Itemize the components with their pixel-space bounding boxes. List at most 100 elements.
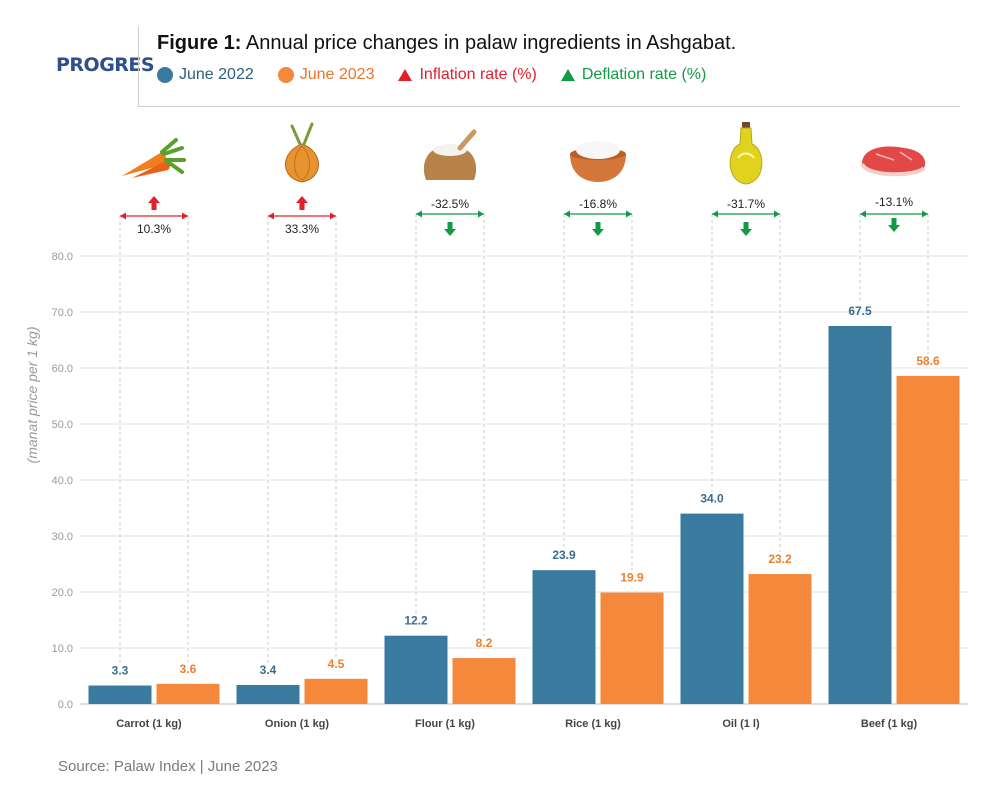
beef-icon [860, 146, 926, 177]
rate-label: -13.1% [875, 195, 913, 209]
down-arrow-icon [444, 222, 456, 236]
legend-label: June 2022 [179, 66, 254, 83]
value-label-june-2023: 23.2 [768, 552, 792, 566]
source-note: Source: Palaw Index | June 2023 [58, 758, 278, 775]
bar-june-2022 [236, 684, 300, 704]
category-label: Rice (1 kg) [565, 718, 621, 730]
rice-bowl-icon [570, 141, 626, 182]
legend-label: Inflation rate (%) [419, 66, 537, 83]
bracket-arrowhead [182, 212, 188, 220]
value-label-june-2023: 19.9 [620, 571, 644, 585]
header-divider [138, 106, 960, 107]
rate-label: 10.3% [137, 222, 171, 236]
y-tick-label: 70.0 [52, 307, 73, 319]
rice [576, 141, 620, 159]
value-label-june-2023: 4.5 [328, 657, 345, 671]
rate-label: -32.5% [431, 197, 469, 211]
legend-item-inflation: Inflation rate (%) [398, 66, 537, 84]
y-tick-label: 60.0 [52, 363, 73, 375]
value-label-june-2023: 8.2 [476, 636, 493, 650]
oil-bottle-icon [729, 122, 763, 185]
bar-june-2022 [88, 685, 152, 704]
circle-marker-icon [277, 67, 294, 83]
value-label-june-2023: 3.6 [180, 662, 197, 676]
rate-label: -31.7% [727, 197, 765, 211]
down-arrow-icon [888, 218, 900, 232]
up-arrow-icon [296, 196, 308, 210]
y-tick-label: 50.0 [52, 419, 73, 431]
legend-item-june-2023: June 2023 [277, 66, 375, 84]
marbling [875, 151, 913, 161]
progres-logo: PROGRES [56, 54, 155, 76]
y-tick-label: 0.0 [58, 699, 73, 711]
down-arrow-icon [592, 222, 604, 236]
bar-june-2022 [532, 570, 596, 704]
figure-title-bold: Figure 1: [157, 32, 242, 54]
scoop [457, 129, 477, 151]
value-label-june-2022: 3.4 [260, 663, 277, 677]
triangle-up-icon [398, 69, 413, 81]
circle-marker-icon [157, 67, 173, 83]
bar-june-2023 [896, 375, 960, 704]
carrot-icon [122, 138, 186, 178]
legend-item-deflation: Deflation rate (%) [560, 66, 707, 84]
legend-item-june-2022: June 2022 [157, 66, 254, 84]
value-label-june-2022: 3.3 [112, 664, 129, 678]
onion-lines [294, 145, 310, 181]
bracket-arrowhead [268, 212, 274, 220]
y-tick-label: 80.0 [52, 251, 73, 263]
bracket-arrowhead [416, 210, 422, 218]
value-label-june-2022: 34.0 [700, 492, 724, 506]
rate-label: -16.8% [579, 197, 617, 211]
category-label: Beef (1 kg) [861, 718, 918, 730]
legend: June 2022 June 2023 Inflation rate (%) D… [157, 66, 730, 84]
bar-june-2023 [304, 678, 368, 704]
value-label-june-2022: 12.2 [404, 614, 428, 628]
bracket-arrowhead [626, 210, 632, 218]
cork [742, 122, 750, 128]
bar-june-2022 [680, 513, 744, 704]
onion-icon [285, 122, 319, 183]
legend-label: June 2023 [299, 66, 375, 83]
onion-bulb [285, 143, 319, 183]
bottle [729, 127, 763, 185]
y-tick-label: 30.0 [52, 531, 73, 543]
bracket-arrowhead [120, 212, 126, 220]
down-arrow-icon [740, 222, 752, 236]
carrot-body [132, 160, 170, 178]
bar-june-2023 [748, 574, 812, 704]
bracket-arrowhead [774, 210, 780, 218]
value-label-june-2022: 67.5 [848, 304, 872, 318]
bar-june-2023 [452, 658, 516, 704]
category-label: Oil (1 l) [722, 718, 760, 730]
y-tick-label: 20.0 [52, 587, 73, 599]
onion-stems [290, 122, 314, 146]
vertical-divider [138, 26, 139, 106]
shine [737, 152, 755, 159]
triangle-up-icon [560, 69, 575, 81]
bracket-arrowhead [712, 210, 718, 218]
bracket-arrowhead [478, 210, 484, 218]
figure-title: Figure 1: Annual price changes in palaw … [157, 32, 736, 55]
figure-title-text: Annual price changes in palaw ingredient… [241, 32, 737, 54]
bracket-arrowhead [860, 210, 866, 218]
bowl [570, 154, 626, 182]
bracket-arrowhead [922, 210, 928, 218]
sack [423, 150, 477, 180]
category-label: Carrot (1 kg) [116, 718, 182, 730]
bar-june-2022 [384, 635, 448, 704]
y-tick-label: 40.0 [52, 475, 73, 487]
bracket-arrowhead [564, 210, 570, 218]
up-arrow-icon [148, 196, 160, 210]
legend-label: Deflation rate (%) [581, 66, 707, 83]
value-label-june-2022: 23.9 [552, 548, 576, 562]
bracket-arrowhead [330, 212, 336, 220]
bar-june-2023 [600, 592, 664, 704]
carrot-body [122, 152, 167, 176]
category-label: Onion (1 kg) [265, 718, 330, 730]
bar-june-2023 [156, 683, 220, 704]
flour-sack-icon [423, 129, 477, 180]
category-label: Flour (1 kg) [415, 718, 475, 730]
fat [860, 162, 926, 177]
